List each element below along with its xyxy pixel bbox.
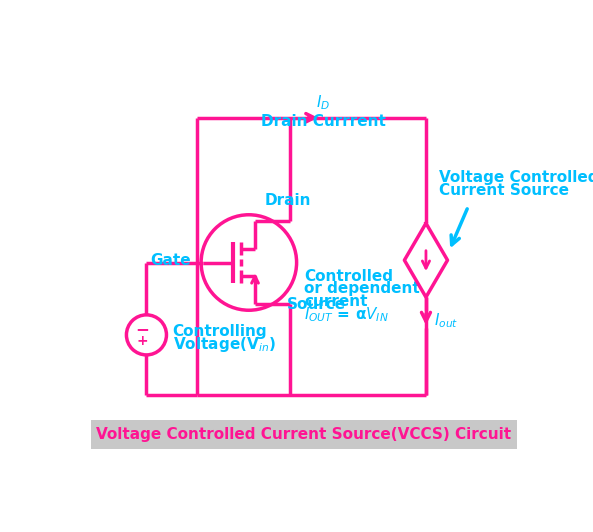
Text: Current Source: Current Source [439,184,569,198]
Text: Controlled: Controlled [304,269,393,284]
Text: −: − [135,320,149,338]
Text: Controlling: Controlling [173,323,267,338]
Text: +: + [136,334,148,348]
Text: $I_{OUT}$ = α$V_{IN}$: $I_{OUT}$ = α$V_{IN}$ [304,305,389,324]
Text: Voltage Controlled Current Source(VCCS) Circuit: Voltage Controlled Current Source(VCCS) … [96,427,512,442]
Text: current: current [304,294,368,309]
FancyBboxPatch shape [91,420,517,449]
Text: Gate: Gate [151,253,191,269]
Text: Source: Source [288,297,346,312]
Text: $I_{out}$: $I_{out}$ [433,311,458,330]
Text: $I_D$: $I_D$ [316,93,330,112]
Text: Voltage(V$_{in}$): Voltage(V$_{in}$) [173,335,276,354]
Text: Drain Currrent: Drain Currrent [261,114,385,129]
Text: or dependent: or dependent [304,281,420,296]
Text: Voltage Controlled: Voltage Controlled [439,170,593,185]
Text: Drain: Drain [264,194,311,209]
